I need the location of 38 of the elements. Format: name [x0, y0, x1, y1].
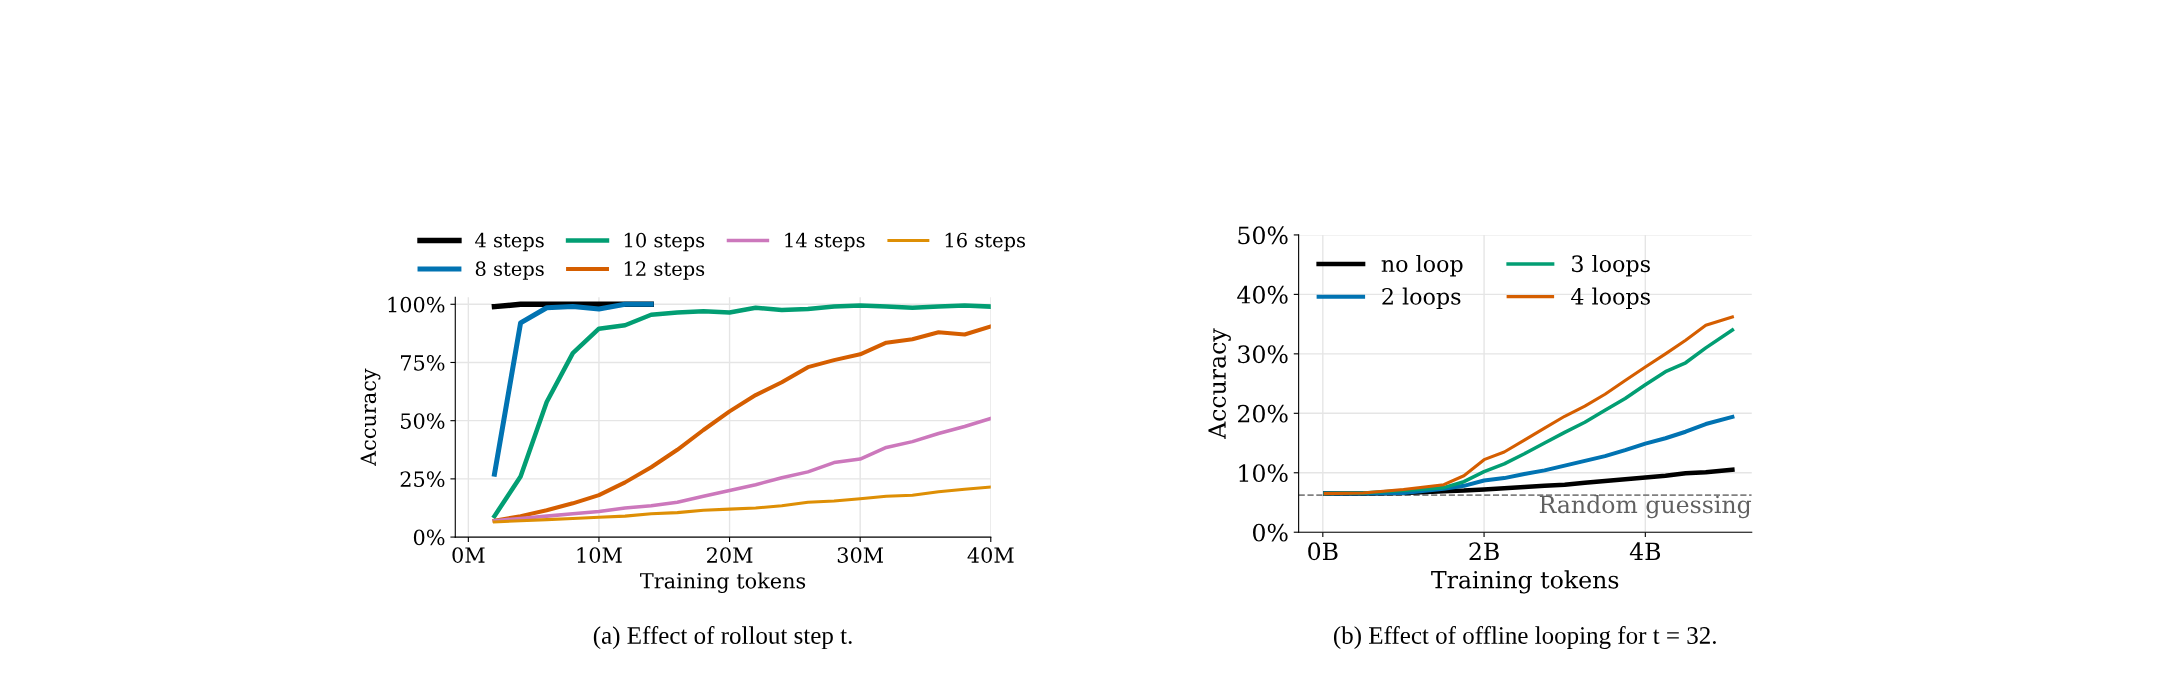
- legend-label: 4 steps: [475, 232, 544, 252]
- ref-line-label: Random guessing: [1539, 495, 1752, 519]
- x-tick-label: 0B: [1308, 542, 1338, 561]
- y-tick-label: 40%: [1237, 285, 1288, 304]
- legend-label: 8 steps: [475, 261, 544, 280]
- y-axis-title: Accuracy: [1208, 328, 1231, 440]
- line-series: [492, 485, 991, 524]
- x-tick-label: 4B: [1629, 542, 1661, 560]
- x-tick-label: 2B: [1469, 542, 1499, 560]
- y-tick-label: 75%: [401, 354, 445, 371]
- y-axis-title: Accuracy: [360, 368, 381, 467]
- x-axis-title: Training tokens: [640, 572, 806, 593]
- legend-label: 2 loops: [1382, 287, 1461, 310]
- legend-label: 3 loops: [1572, 254, 1650, 277]
- legend-label: 16 steps: [945, 232, 1026, 252]
- y-tick-label: 50%: [401, 413, 445, 429]
- text: (b) Effect of offline looping for t = 32.: [1333, 626, 1716, 650]
- x-axis-title: Training tokens: [1431, 570, 1619, 594]
- y-tick-label: 20%: [1238, 404, 1288, 423]
- x-tick-label: 20M: [707, 547, 753, 563]
- legend-label: 14 steps: [785, 232, 865, 252]
- x-tick-label: 10M: [577, 547, 622, 563]
- legend-label: 12 steps: [624, 261, 705, 280]
- y-tick-label: 25%: [400, 471, 445, 488]
- legend-label: no loop: [1381, 254, 1463, 277]
- text: (a) Effect of rollout step t.: [593, 626, 852, 650]
- legend-label: 10 steps: [624, 232, 705, 252]
- legend-label: 4 loops: [1571, 287, 1650, 310]
- y-tick-label: 0%: [1253, 523, 1288, 542]
- x-tick-label: 0M: [452, 547, 485, 563]
- y-tick-label: 30%: [1238, 345, 1288, 364]
- y-tick-label: 50%: [1238, 226, 1288, 245]
- x-tick-label: 40M: [967, 547, 1014, 563]
- y-tick-label: 0%: [413, 529, 445, 546]
- y-tick-label: 10%: [1239, 464, 1288, 483]
- line-series: [492, 416, 991, 523]
- y-tick-label: 100%: [388, 296, 445, 313]
- x-tick-label: 30M: [837, 547, 884, 563]
